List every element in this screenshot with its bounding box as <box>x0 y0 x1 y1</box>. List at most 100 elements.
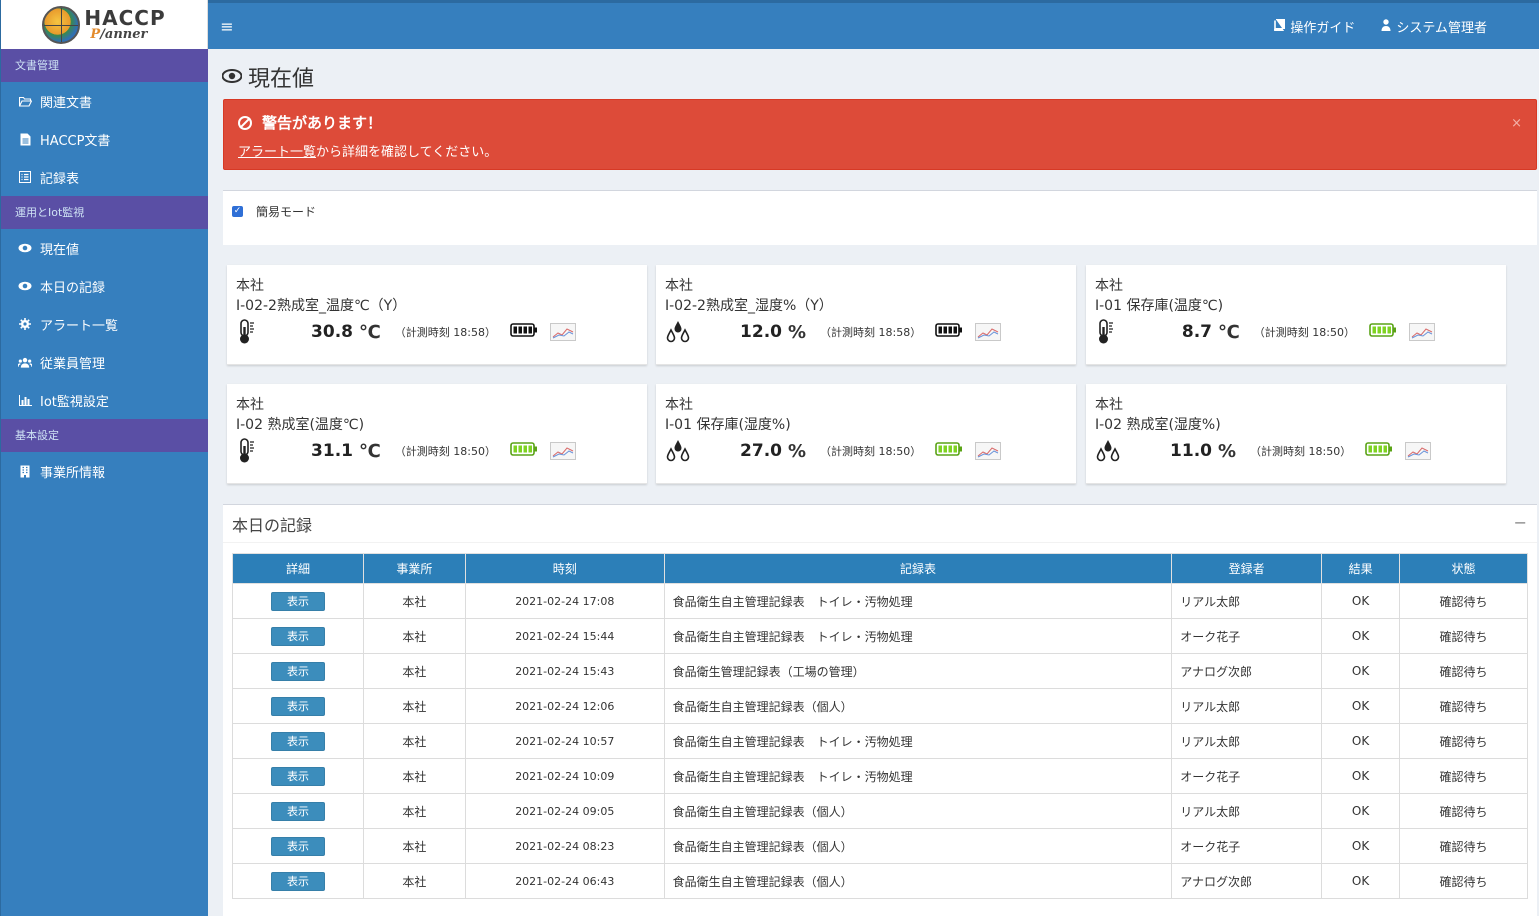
sensor-card: 本社 I-02-2熟成室_湿度%（Y） 12.0% （計測時刻 18:58） <box>656 265 1076 365</box>
user-icon <box>1381 18 1391 34</box>
globe-icon <box>42 5 81 44</box>
table-row: 表示 本社 2021-02-24 10:09 食品衛生自主管理記録表 トイレ・汚物処理… <box>232 758 1528 794</box>
cell-result: OK <box>1321 793 1401 829</box>
graph-icon[interactable] <box>975 323 1002 341</box>
show-detail-button[interactable]: 表示 <box>270 801 325 821</box>
card-measure-time: （計測時刻 18:58） <box>820 326 922 339</box>
sidebar-item-label: 関連文書 <box>40 95 93 111</box>
card-unit: % <box>788 440 807 462</box>
battery-icon <box>510 323 538 341</box>
graph-icon[interactable] <box>550 323 576 341</box>
collapse-button[interactable]: − <box>1513 513 1527 532</box>
show-detail-button[interactable]: 表示 <box>270 766 325 786</box>
graph-icon[interactable] <box>550 442 576 460</box>
sidebar-toggle-icon[interactable]: ≡ <box>220 16 234 36</box>
card-value: 31.1 <box>311 441 353 461</box>
sidebar-item-label: 本日の記録 <box>40 280 106 296</box>
close-icon[interactable]: × <box>1511 116 1522 131</box>
cell-time: 2021-02-24 09:05 <box>464 793 665 829</box>
table-row: 表示 本社 2021-02-24 06:43 食品衛生自主管理記録表（個人） アナログ次… <box>232 863 1528 899</box>
show-detail-button[interactable]: 表示 <box>270 591 325 611</box>
sensor-card: 本社 I-02 熟成室(温度℃) 31.1 ℃ （計測時刻 18:50） <box>227 384 647 484</box>
cell-form: 食品衛生自主管理記録表 トイレ・汚物処理 <box>663 723 1173 759</box>
sidebar-item-employees[interactable]: 従業員管理 <box>1 343 208 381</box>
thermometer-icon <box>237 438 263 464</box>
cell-user: アナログ次郎 <box>1171 863 1323 899</box>
cell-site: 本社 <box>362 758 466 794</box>
simple-mode-checkbox[interactable]: ✓ 簡易モード <box>232 205 317 219</box>
cell-form: 食品衛生自主管理記録表（個人） <box>663 828 1173 864</box>
card-site: 本社 <box>1095 278 1123 294</box>
cell-user: オーク花子 <box>1171 618 1323 654</box>
logo-title: HACCP <box>84 6 166 30</box>
file-icon <box>18 132 32 146</box>
sidebar-item-label: アラート一覧 <box>40 318 119 334</box>
alert-list-link[interactable]: アラート一覧 <box>238 145 317 160</box>
cell-user: オーク花子 <box>1171 828 1323 864</box>
sensor-card: 本社 I-02 熟成室(湿度%) 11.0% （計測時刻 18:50） <box>1086 384 1506 484</box>
card-sensor-name: I-02 熟成室(温度℃) <box>236 417 365 433</box>
column-header: 状態 <box>1399 553 1528 584</box>
ban-icon <box>238 115 252 130</box>
sidebar-item-haccp-docs[interactable]: HACCP文書 <box>1 120 208 158</box>
table-row: 表示 本社 2021-02-24 08:23 食品衛生自主管理記録表（個人） オーク花子… <box>232 828 1528 864</box>
cell-result: OK <box>1321 863 1401 899</box>
cell-status: 確認待ち <box>1399 688 1528 724</box>
sidebar: HACCP P/anner 文書管理 関連文書 HACCP文書 記録表 運用とI… <box>0 0 208 916</box>
user-menu[interactable]: システム管理者 <box>1381 17 1487 36</box>
card-sensor-name: I-01 保存庫(湿度%) <box>665 417 791 433</box>
alert-title: 警告があります！ <box>262 114 383 132</box>
main-content: 現在値 警告があります！ アラート一覧から詳細を確認してください。 × ✓ 簡易… <box>208 49 1539 916</box>
sidebar-item-today-records[interactable]: 本日の記録 <box>1 267 208 305</box>
show-detail-button[interactable]: 表示 <box>270 836 325 856</box>
nav-section-basic-settings: 基本設定 <box>1 419 208 452</box>
show-detail-button[interactable]: 表示 <box>270 626 325 646</box>
show-detail-button[interactable]: 表示 <box>270 696 325 716</box>
graph-icon[interactable] <box>1405 442 1432 460</box>
column-header: 結果 <box>1321 553 1401 584</box>
cell-user: リアル太郎 <box>1171 793 1323 829</box>
cell-time: 2021-02-24 15:44 <box>464 618 665 654</box>
cell-time: 2021-02-24 12:06 <box>464 688 665 724</box>
column-header: 事業所 <box>362 553 466 584</box>
humidity-drops-icon <box>1096 438 1122 464</box>
cell-form: 食品衛生自主管理記録表 トイレ・汚物処理 <box>663 583 1173 619</box>
cell-user: オーク花子 <box>1171 758 1323 794</box>
card-measure-time: （計測時刻 18:50） <box>820 445 922 458</box>
cell-site: 本社 <box>362 583 466 619</box>
card-sensor-name: I-02 熟成室(湿度%) <box>1095 417 1221 433</box>
cell-result: OK <box>1321 723 1401 759</box>
card-value: 12.0 <box>740 322 782 342</box>
graph-icon[interactable] <box>975 442 1002 460</box>
sidebar-item-current-values[interactable]: 現在値 <box>1 229 208 267</box>
show-detail-button[interactable]: 表示 <box>270 661 325 681</box>
nav-section-documents: 文書管理 <box>1 49 208 82</box>
sidebar-item-label: Iot監視設定 <box>40 394 109 410</box>
checkbox-checked-icon[interactable]: ✓ <box>232 206 243 217</box>
card-site: 本社 <box>665 397 693 413</box>
sidebar-item-alerts[interactable]: アラート一覧 <box>1 305 208 343</box>
sidebar-item-record-forms[interactable]: 記録表 <box>1 158 208 196</box>
show-detail-button[interactable]: 表示 <box>270 731 325 751</box>
bar-chart-icon <box>18 393 32 407</box>
show-detail-button[interactable]: 表示 <box>270 871 325 891</box>
cell-form: 食品衛生自主管理記録表（個人） <box>663 863 1173 899</box>
sidebar-item-business-info[interactable]: 事業所情報 <box>1 452 208 490</box>
battery-icon <box>1369 323 1397 341</box>
graph-icon[interactable] <box>1409 323 1435 341</box>
sidebar-item-iot-settings[interactable]: Iot監視設定 <box>1 381 208 419</box>
card-value: 11.0 <box>1170 441 1212 461</box>
sidebar-item-related-docs[interactable]: 関連文書 <box>1 82 208 120</box>
cell-form: 食品衛生管理記録表（工場の管理） <box>663 653 1173 689</box>
cell-result: OK <box>1321 688 1401 724</box>
cell-time: 2021-02-24 17:08 <box>464 583 665 619</box>
card-site: 本社 <box>665 278 693 294</box>
app-logo[interactable]: HACCP P/anner <box>1 0 208 49</box>
card-unit: ℃ <box>1218 321 1240 343</box>
sensor-card: 本社 I-01 保存庫(湿度%) 27.0% （計測時刻 18:50） <box>656 384 1076 484</box>
operation-guide-link[interactable]: 操作ガイド <box>1274 17 1355 36</box>
nav-section-operations: 運用とIot監視 <box>1 196 208 229</box>
cell-time: 2021-02-24 10:57 <box>464 723 665 759</box>
cell-time: 2021-02-24 08:23 <box>464 828 665 864</box>
column-header: 登録者 <box>1171 553 1323 584</box>
